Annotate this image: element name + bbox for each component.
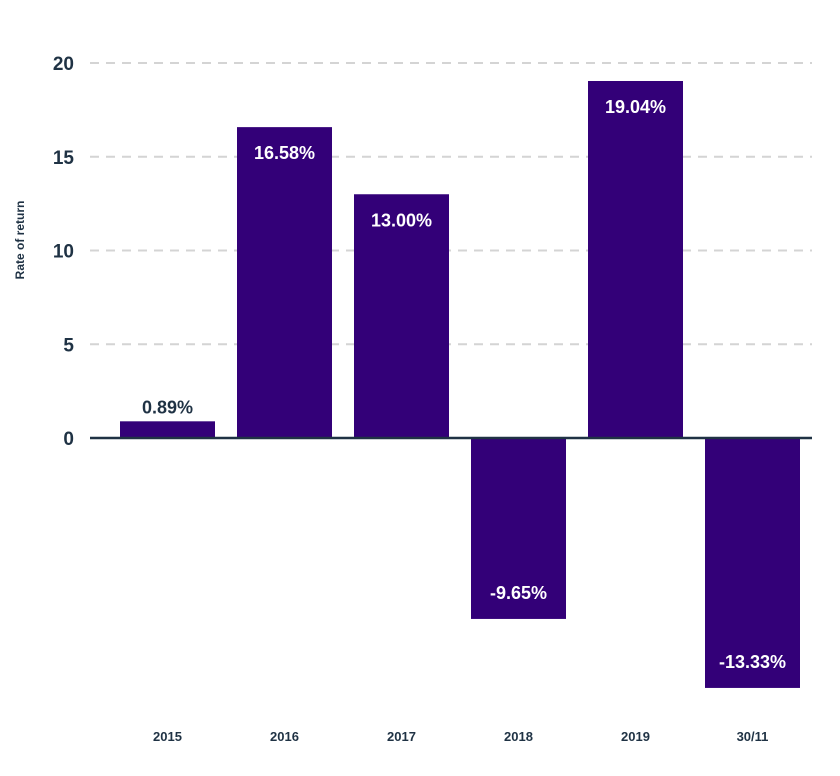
x-tick-label: 2019: [621, 729, 650, 744]
x-tick-label: 2018: [504, 729, 533, 744]
y-tick-label: 20: [53, 54, 74, 75]
x-tick-label: 2015: [153, 729, 182, 744]
bar-2015: [120, 421, 215, 438]
y-tick-label: 5: [63, 335, 74, 356]
data-label: -13.33%: [719, 652, 786, 672]
data-label: 0.89%: [142, 397, 193, 417]
x-tick-label: 30/11: [737, 729, 769, 744]
bar-2018: [471, 438, 566, 619]
bar-30-11: [705, 438, 800, 688]
data-label: -9.65%: [490, 583, 547, 603]
bar-2019: [588, 81, 683, 438]
y-tick-label: 15: [53, 148, 75, 169]
y-axis-label: Rate of return: [13, 201, 27, 280]
y-tick-label: 0: [63, 429, 74, 450]
data-label: 19.04%: [605, 97, 666, 117]
data-label: 13.00%: [371, 210, 432, 230]
x-tick-label: 2017: [387, 729, 416, 744]
data-label: 16.58%: [254, 143, 315, 163]
x-tick-label: 2016: [270, 729, 299, 744]
y-tick-label: 10: [53, 242, 74, 263]
bar-2017: [354, 194, 449, 438]
bar-2016: [237, 127, 332, 438]
